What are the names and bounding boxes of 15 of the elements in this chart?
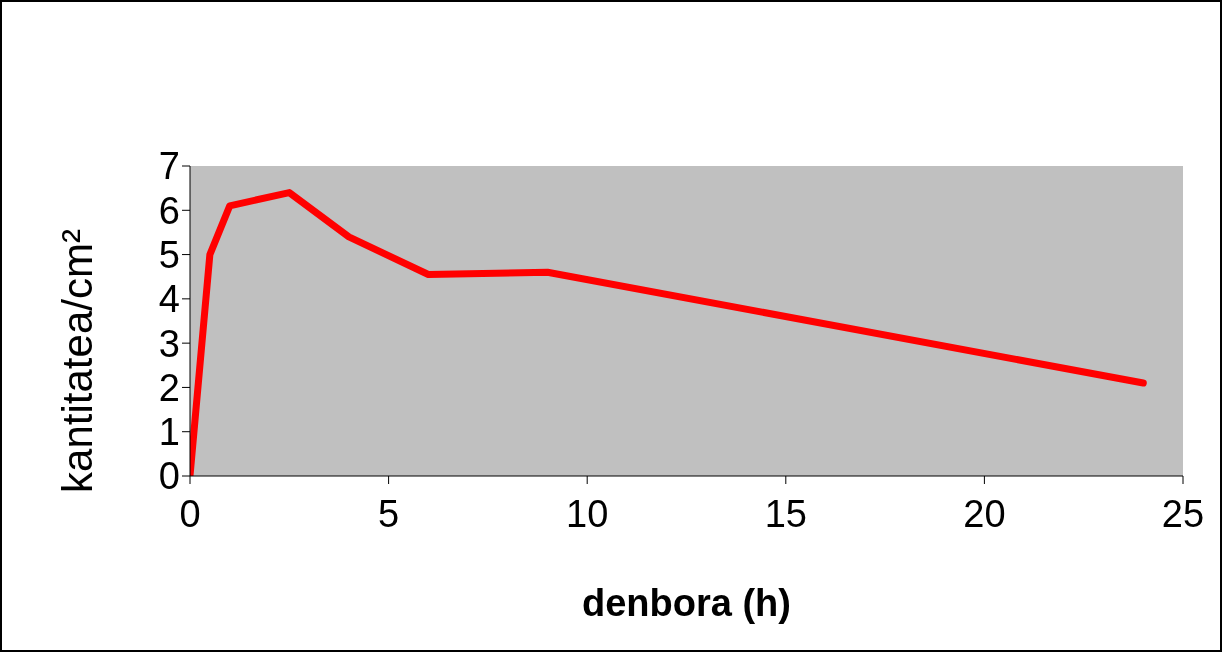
x-tick-label: 10: [566, 492, 609, 535]
y-tick-label: 7: [158, 145, 180, 188]
x-axis-title: denbora (h): [582, 582, 791, 624]
y-axis-title: kantitatea/cm²: [53, 229, 101, 493]
y-tick-label: 1: [158, 411, 180, 454]
x-tick-label: 20: [963, 492, 1006, 535]
y-tick-label: 2: [158, 366, 180, 409]
y-tick-label: 3: [158, 322, 180, 365]
y-tick-label: 5: [158, 234, 180, 277]
y-tick-label: 0: [158, 455, 180, 498]
x-tick-label: 15: [764, 492, 807, 535]
y-tick-label: 4: [158, 278, 180, 321]
x-tick-label: 5: [378, 492, 400, 535]
y-tick-label: 6: [158, 189, 180, 232]
x-tick-label: 25: [1161, 492, 1205, 535]
